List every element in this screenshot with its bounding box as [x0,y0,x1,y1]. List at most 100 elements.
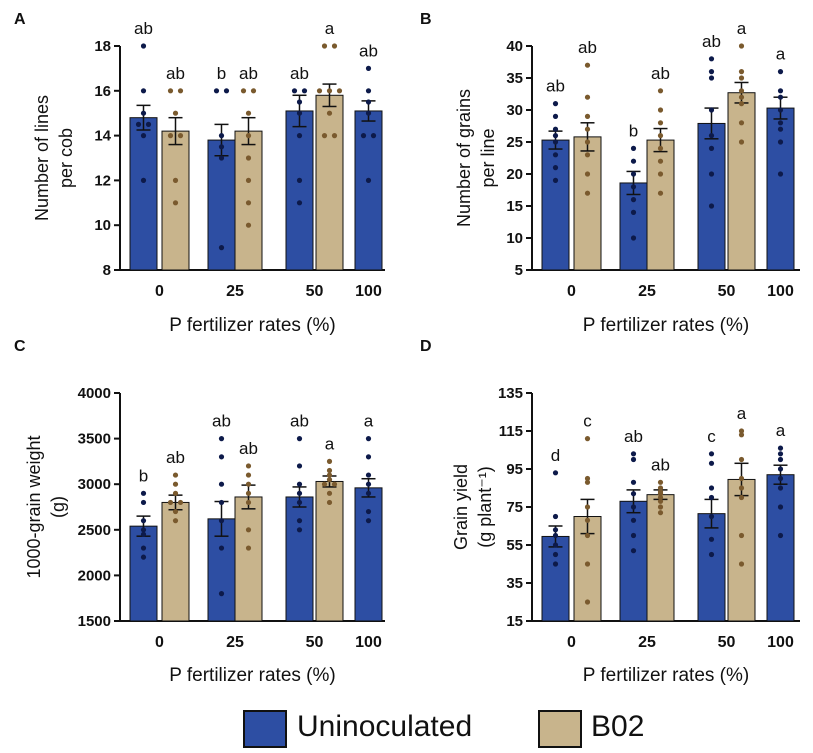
data-point [218,245,225,251]
data-point [584,113,591,119]
data-point [657,485,664,491]
data-point [140,177,147,183]
y-tick-label: 20 [506,166,523,183]
data-point [172,481,179,487]
data-point [777,171,784,177]
data-point [552,470,559,476]
data-point [584,599,591,605]
data-point [584,94,591,100]
data-point [140,88,147,94]
data-point [630,517,637,523]
significance-letter: d [551,446,560,465]
data-point [657,498,664,504]
data-point [250,88,257,94]
data-point [777,504,784,510]
data-point [777,485,784,491]
legend-label-b02: B02 [591,710,645,743]
data-point [584,190,591,196]
data-point [245,110,252,116]
data-point [708,75,715,81]
data-point [140,499,147,506]
data-point [738,532,745,539]
bar-uninoculated-0 [541,535,570,622]
data-point [708,536,715,542]
significance-letter: a [737,404,747,423]
data-point [167,133,174,139]
data-point [738,43,745,49]
data-point [296,99,303,105]
data-point [630,504,637,510]
data-point [552,113,559,119]
x-axis-label: P fertilizer rates (%) [169,665,335,686]
data-point [584,152,591,158]
data-point [301,88,308,94]
significance-letter: ab [546,77,565,96]
data-point [240,88,247,94]
data-point [321,481,328,487]
data-point [657,171,664,177]
y-tick-label: 10 [94,217,111,234]
data-point [630,235,637,241]
data-point [552,133,559,139]
data-point [584,126,591,132]
y-tick-label: 35 [506,575,523,592]
data-point [326,467,333,474]
data-point [218,545,225,551]
data-point [365,481,372,487]
significance-letter: c [583,412,592,431]
data-point [140,527,147,533]
bar-uninoculated-50 [697,513,726,622]
y-tick-label: 16 [94,83,111,100]
significance-letter: b [139,466,148,485]
y-tick-label: 115 [499,423,523,440]
panel-letter: B [420,11,432,28]
data-point [336,88,343,94]
data-point [140,545,147,551]
x-tick-label: 50 [718,634,736,651]
data-point [140,133,147,139]
data-point [172,518,179,524]
y-axis-label: 1000-grain weight (g) [24,435,68,578]
data-point [630,158,637,164]
data-point [245,490,252,496]
data-point [777,88,784,94]
data-point [738,88,745,94]
bar-uninoculated-50 [697,122,726,271]
data-point [657,510,664,516]
data-point [584,171,591,177]
data-point [738,475,745,482]
data-point [296,133,303,139]
data-point [365,436,372,442]
data-point [140,490,147,496]
legend-label-uninoculated: Uninoculated [297,710,473,743]
data-point [218,499,225,506]
data-point [708,69,715,75]
y-tick-label: 55 [506,537,523,554]
x-tick-label: 50 [718,283,736,300]
y-tick-label: 1500 [78,613,111,630]
data-point [140,518,147,524]
data-point [218,518,225,524]
data-point [708,133,715,139]
data-point [172,200,179,206]
x-tick-label: 25 [226,283,244,300]
data-point [584,517,591,523]
data-point [777,475,784,482]
data-point [213,88,220,94]
data-point [777,126,784,132]
data-point [657,88,664,94]
significance-letter: ab [239,439,258,458]
data-point [245,222,252,228]
bar-uninoculated-100 [354,110,383,271]
data-point [365,490,372,496]
data-point [326,490,333,496]
significance-letter: ab [290,64,309,83]
data-point [738,69,745,75]
data-point [172,508,179,515]
significance-letter: a [776,421,786,440]
data-point [167,499,174,506]
data-point [552,152,559,158]
bar-uninoculated-0 [541,139,570,271]
data-point [296,110,303,116]
x-tick-label: 25 [638,283,656,300]
